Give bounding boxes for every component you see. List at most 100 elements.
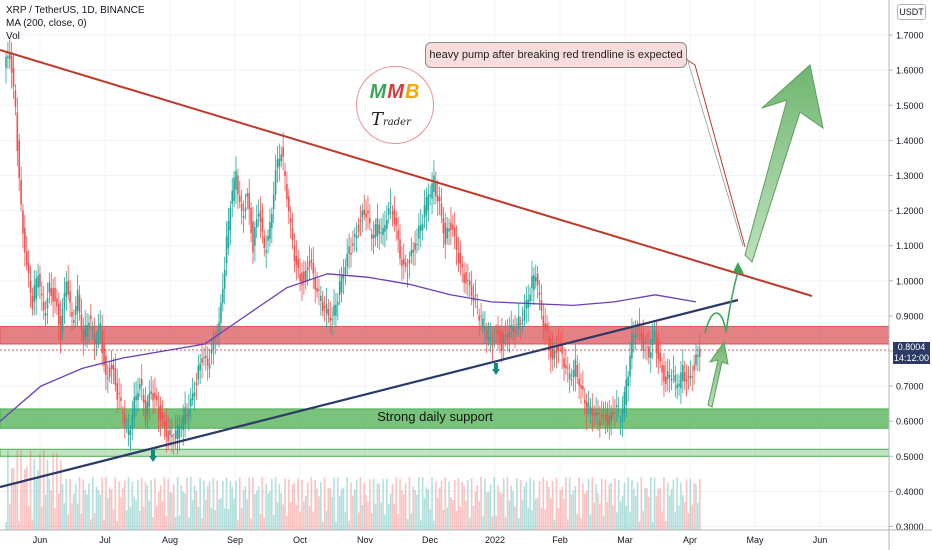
candle-body	[578, 378, 580, 386]
price-axis[interactable]: 1.7000 1.6000 1.5000 1.4000 1.3000 1.2000 1.10…	[888, 0, 924, 550]
volume-bar	[440, 480, 443, 530]
candle-body	[653, 330, 656, 338]
volume-label[interactable]: Vol	[6, 31, 20, 42]
volume-bar	[642, 510, 645, 530]
volume-bar	[254, 494, 256, 530]
candle-body	[506, 333, 509, 341]
volume-bar	[74, 483, 77, 530]
candle-body	[436, 195, 439, 202]
candle-body	[156, 395, 158, 401]
volume-bar	[465, 500, 467, 530]
candle-body	[133, 396, 135, 419]
volume-bar	[161, 501, 164, 530]
volume-bar	[316, 488, 318, 530]
candle-body	[71, 311, 73, 317]
volume-bar	[599, 504, 601, 530]
candle-body	[621, 409, 624, 422]
volume-bar	[182, 491, 185, 530]
volume-bar	[589, 514, 592, 530]
candle-body	[325, 303, 328, 314]
blue-trendline[interactable]	[0, 298, 739, 489]
red-trendline[interactable]	[0, 49, 813, 297]
volume-bar	[382, 479, 384, 530]
candle-body	[648, 346, 650, 358]
volume-bar	[84, 490, 86, 530]
volume-bar	[493, 477, 496, 530]
candle-body	[419, 224, 422, 232]
candle-body	[408, 259, 411, 264]
candle-body	[250, 207, 252, 234]
volume-bar	[395, 477, 398, 530]
volume-bar	[323, 477, 326, 530]
candle-body	[438, 197, 441, 202]
candle-body	[399, 239, 401, 259]
annotation-callout[interactable]: heavy pump after breaking red trendline …	[425, 42, 687, 68]
candle-body	[646, 346, 648, 348]
candle-body	[116, 383, 119, 400]
volume-bar	[91, 477, 94, 530]
volume-bar	[129, 507, 132, 530]
volume-bar	[86, 494, 88, 530]
candle-body	[316, 287, 318, 292]
candle-body	[453, 227, 456, 237]
volume-bar	[242, 490, 245, 530]
volume-bar	[559, 489, 562, 530]
volume-bar	[57, 493, 60, 530]
volume-bar	[7, 450, 9, 530]
candle-body	[303, 271, 305, 284]
volume-bar	[110, 489, 113, 530]
volume-bar	[651, 521, 654, 530]
y-tick-label: 0.3000	[896, 522, 924, 532]
candle-body	[397, 230, 399, 240]
volume-bar	[619, 501, 622, 530]
candle-body	[163, 421, 166, 428]
volume-bar	[627, 477, 629, 530]
candle-body	[614, 412, 616, 415]
candle-body	[386, 219, 388, 229]
volume-bar	[510, 485, 513, 530]
projection-arrowhead	[733, 262, 744, 274]
candle-body	[146, 401, 149, 415]
candle-body	[514, 329, 516, 333]
candle-body	[137, 392, 139, 400]
candle-body	[184, 407, 186, 425]
candle-body	[393, 209, 396, 224]
candle-body	[625, 379, 628, 405]
candle-body	[306, 267, 309, 271]
volume-bar	[169, 492, 171, 530]
candle-body	[378, 224, 381, 234]
candle-body	[223, 269, 226, 289]
candle-body	[123, 414, 126, 423]
volume-bar	[536, 497, 539, 530]
candle-body	[495, 329, 497, 331]
volume-bar	[640, 477, 643, 530]
candle-body	[536, 273, 539, 286]
candle-body	[297, 259, 300, 269]
candle-body	[216, 332, 218, 336]
candle-body	[67, 280, 70, 295]
ma-indicator-label[interactable]: MA (200, close, 0)	[6, 18, 87, 29]
volume-bar	[327, 488, 330, 530]
volume-bar	[237, 519, 239, 530]
candle-body	[376, 217, 379, 237]
volume-bar	[148, 500, 151, 530]
candle-body	[18, 140, 20, 178]
x-tick-label: Mar	[617, 535, 633, 545]
volume-bar	[195, 490, 198, 530]
candle-body	[538, 292, 541, 296]
candle-body	[476, 306, 479, 308]
volume-bar	[610, 482, 612, 530]
candle-body	[565, 365, 567, 369]
time-axis[interactable]: Jun Jul Aug Sep Oct Nov Dec 2022 Feb Mar Apr May Jun	[0, 529, 932, 545]
candle-body	[680, 372, 682, 389]
candle-body	[99, 323, 102, 330]
candle-body	[267, 235, 269, 241]
currency-selector[interactable]: USDT	[897, 4, 926, 20]
x-tick-label: Aug	[162, 535, 178, 545]
volume-bar	[480, 477, 482, 530]
volume-bar	[321, 521, 324, 530]
candle-body	[86, 325, 88, 337]
volume-bar	[514, 506, 516, 530]
candle-body	[276, 159, 279, 169]
